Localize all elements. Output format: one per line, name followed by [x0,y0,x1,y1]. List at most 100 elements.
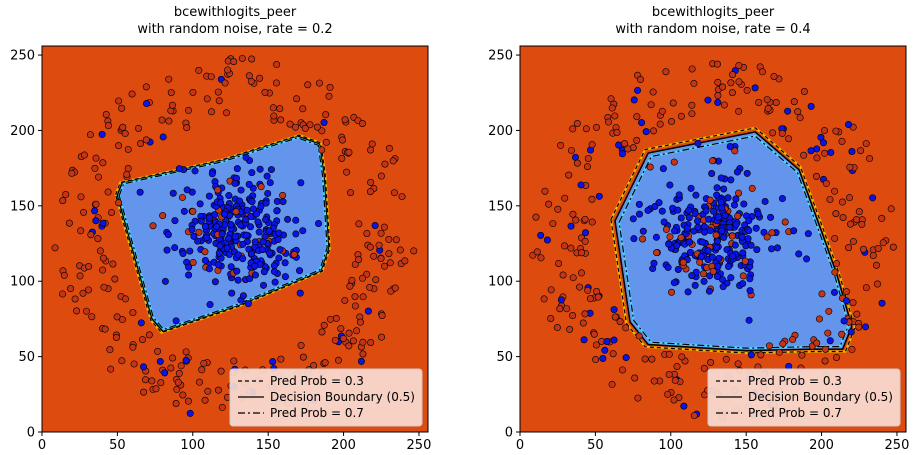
data-point [130,360,138,368]
data-point [121,295,129,303]
data-point [789,336,797,344]
data-point [370,252,378,260]
data-point [135,124,143,132]
x-tick-label: 50 [587,438,604,453]
data-point [709,207,717,215]
data-point [765,342,773,350]
data-point [554,205,562,213]
data-point [232,208,240,216]
data-point [367,146,375,154]
contour-pred-prob-0-3 [114,134,331,334]
data-point [273,207,281,215]
data-point [873,280,881,288]
data-point [569,274,577,282]
data-point [216,242,224,250]
chart-panel-2: 0 50 100 150 200 250 0 50 100 150 200 250 bcewithlog… [488,5,909,453]
data-point [367,339,375,347]
data-point [751,84,759,92]
x-tick-label: 0 [516,438,524,453]
data-point [338,136,346,144]
data-point [366,243,374,251]
data-point [590,330,598,338]
data-point [532,213,540,221]
data-point [343,168,351,176]
data-point [658,207,666,215]
data-point [71,295,79,303]
data-point [757,351,765,359]
data-point [812,172,820,180]
data-point [396,246,404,254]
data-point [748,184,756,192]
data-point [175,165,183,173]
data-point [62,191,70,199]
data-point [364,307,372,315]
data-point [869,194,877,202]
data-point [588,195,596,203]
data-point [831,268,839,276]
data-point [853,216,861,224]
data-point [148,377,156,385]
data-point [378,311,386,319]
scatter-points [51,54,418,417]
data-point [297,179,305,187]
data-point [559,271,567,279]
data-point [688,101,696,109]
data-point [59,290,67,298]
data-point [366,283,374,291]
x-tick-label: 150 [734,438,759,453]
data-point [67,285,75,293]
data-point [778,129,786,137]
data-point [211,211,219,219]
data-point [666,181,674,189]
data-point [313,123,321,131]
data-point [276,105,284,113]
data-point [124,145,132,153]
data-point [773,244,781,252]
data-point [318,328,326,336]
data-point [719,283,727,291]
data-point [248,169,256,177]
data-point [104,122,112,130]
data-point [583,163,591,171]
data-point [51,244,59,252]
data-point [237,186,245,194]
data-point [140,388,148,396]
data-point [359,338,367,346]
data-point [683,224,691,232]
data-point [838,137,846,145]
data-point [172,399,180,407]
data-point [99,159,107,167]
data-point [593,123,601,131]
data-point [266,179,274,187]
data-point [263,172,271,180]
data-point [371,222,379,230]
data-point [233,267,241,275]
data-point [573,119,581,127]
data-point [599,354,607,362]
data-point [195,228,203,236]
y-tick-label: 200 [10,124,35,139]
data-point [630,235,638,243]
data-point [137,139,145,147]
x-tick-label: 200 [331,438,356,453]
data-point [807,102,815,110]
data-point [381,160,389,168]
data-point [874,244,882,252]
data-point [264,189,272,197]
data-point [713,184,721,192]
data-point [608,104,616,112]
data-point [256,165,264,173]
data-point [185,263,193,271]
data-point [345,342,353,350]
data-point [642,128,650,136]
data-point [205,265,213,273]
data-point [858,220,866,228]
data-point [158,116,166,124]
data-point [693,217,701,225]
data-point [184,397,192,405]
data-point [770,72,778,80]
data-point [189,258,197,266]
data-point [91,164,99,172]
data-point [708,157,716,165]
data-point [849,238,857,246]
